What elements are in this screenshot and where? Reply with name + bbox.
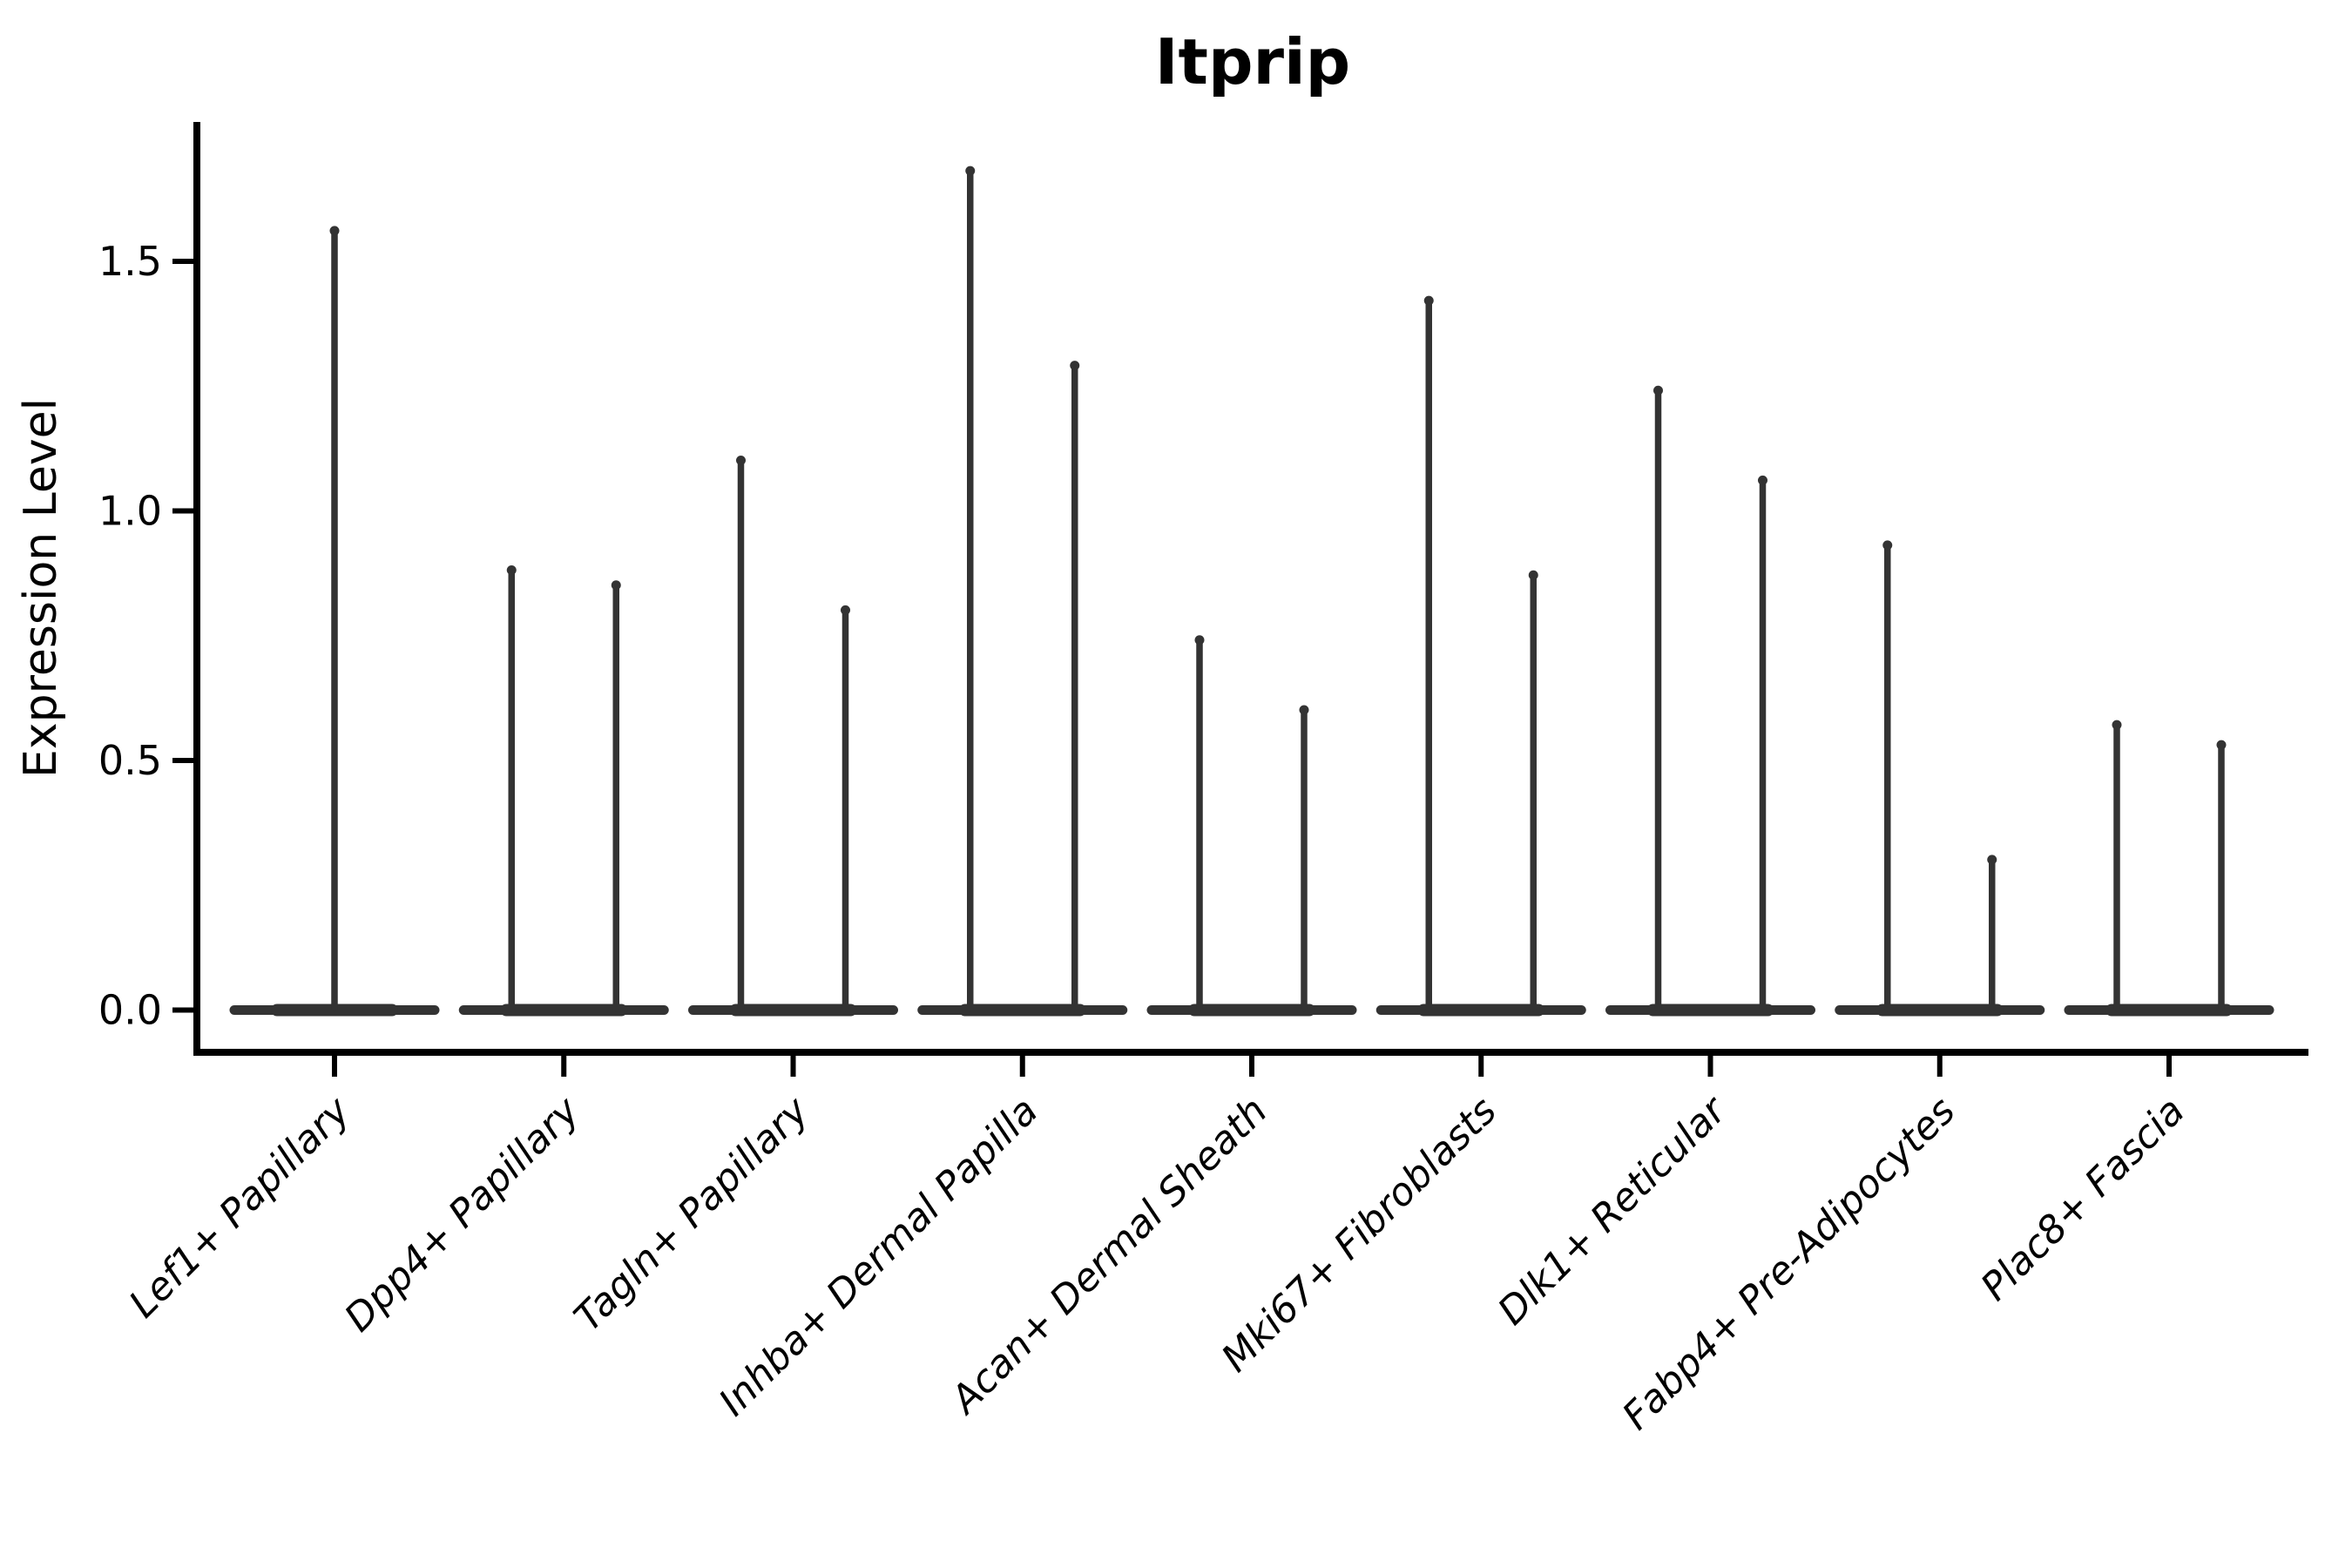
violin-spike-tip — [1987, 855, 1997, 865]
x-tick-label: Dlk1+ Reticular — [1490, 1087, 1736, 1334]
violin-spike-tip — [1194, 635, 1205, 645]
plot-title: Itprip — [1155, 25, 1350, 98]
y-tick-label: 0.5 — [98, 737, 162, 784]
violin-spike-tip — [1299, 705, 1309, 715]
x-tick-label: Dpp4+ Papillary — [336, 1088, 589, 1341]
violin-spike-tip — [841, 605, 850, 615]
violin-spike-tip — [1528, 570, 1538, 580]
violin-spike-tip — [329, 226, 340, 236]
x-tick-label: Tagln+ Papillary — [566, 1088, 818, 1340]
violin-spike-tip — [1653, 385, 1663, 395]
violin-spike-tip — [965, 166, 976, 176]
violin-spike-tip — [1423, 295, 1434, 306]
violin-spike-tip — [1758, 475, 1767, 485]
violin-spike-tip — [736, 455, 746, 465]
y-tick-label: 1.5 — [98, 238, 162, 285]
violin-spike-tip — [611, 580, 621, 591]
violin-spike-tip — [2112, 720, 2122, 730]
violin-spike-tip — [1070, 361, 1080, 371]
violin-spike-tip — [506, 565, 517, 576]
y-tick-label: 1.0 — [98, 488, 162, 535]
y-axis-label: Expression Level — [15, 398, 67, 778]
violin-spike-tip — [2216, 740, 2227, 750]
y-tick-label: 0.0 — [98, 987, 162, 1034]
violin-spike-tip — [1882, 540, 1893, 551]
x-tick-label: Plac8+ Fascia — [1972, 1089, 2193, 1309]
x-tick-label: Lef1+ Papillary — [121, 1088, 360, 1327]
